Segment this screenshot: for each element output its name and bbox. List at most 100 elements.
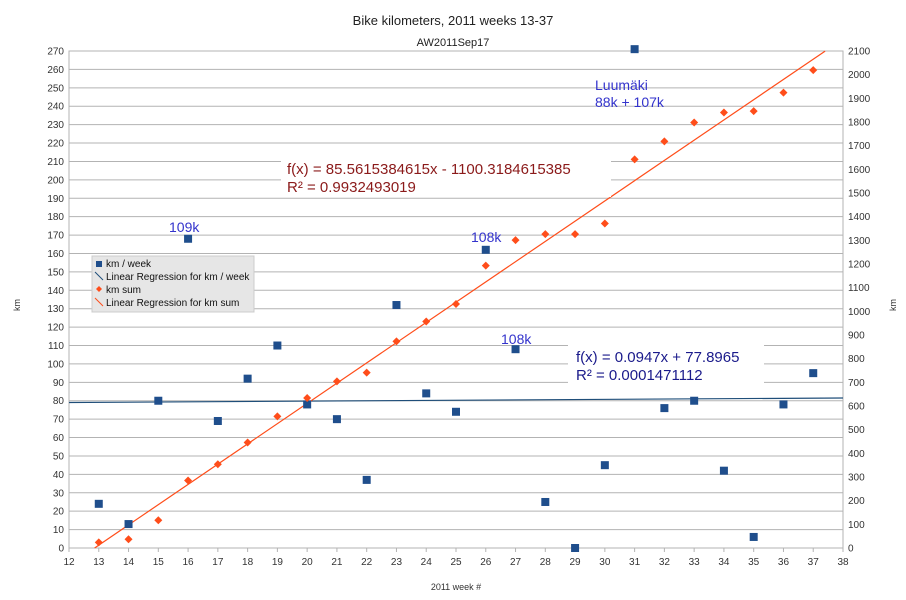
point-km-sum	[273, 412, 282, 421]
x-tick-label: 29	[570, 557, 582, 568]
y-right-tick-label: 1500	[848, 189, 871, 200]
point-km-week	[630, 45, 639, 54]
y-right-tick-label: 700	[848, 378, 865, 389]
point-km-week	[303, 400, 312, 409]
point-km-week	[779, 400, 788, 409]
y-left-tick-label: 220	[47, 139, 64, 150]
point-km-week	[690, 396, 699, 405]
x-tick-label: 27	[510, 557, 522, 568]
legend-label-km-sum: km sum	[106, 285, 141, 296]
chart-title: Bike kilometers, 2011 weeks 13-37	[353, 13, 554, 28]
point-km-sum	[690, 118, 699, 127]
legend-label-km-week-regression: Linear Regression for km / week	[106, 272, 250, 283]
y-right-tick-label: 400	[848, 449, 865, 460]
x-tick-label: 24	[421, 557, 433, 568]
x-tick-label: 35	[748, 557, 760, 568]
week-equation: f(x) = 0.0947x + 77.8965	[576, 349, 739, 366]
week-equation-box	[568, 345, 764, 385]
point-km-sum	[362, 368, 371, 377]
legend: km / week Linear Regression for km / wee…	[91, 255, 255, 313]
point-km-sum	[481, 261, 490, 270]
x-tick-label: 25	[450, 557, 462, 568]
point-km-week	[749, 532, 758, 541]
legend-marker-km-sum-regression	[94, 297, 104, 307]
legend-box	[91, 255, 255, 313]
y-right-tick-label: 1200	[848, 260, 871, 271]
legend-label-km-sum-regression: Linear Regression for km sum	[106, 298, 239, 309]
y-left-tick-label: 140	[47, 286, 64, 297]
point-km-week	[392, 301, 401, 310]
x-tick-label: 28	[540, 557, 552, 568]
x-tick-label: 34	[718, 557, 730, 568]
point-km-week	[184, 234, 193, 243]
point-km-sum	[571, 230, 580, 239]
y-left-tick-label: 150	[47, 267, 64, 278]
y-left-tick-label: 230	[47, 120, 64, 131]
x-tick-label: 16	[183, 557, 195, 568]
x-tick-label: 13	[93, 557, 105, 568]
point-km-week	[660, 404, 669, 413]
point-km-sum	[184, 476, 193, 485]
y-right-tick-label: 800	[848, 354, 865, 365]
y-left-tick-label: 0	[58, 544, 64, 555]
point-km-week	[481, 245, 490, 254]
x-tick-label: 14	[123, 557, 135, 568]
y-left-tick-label: 40	[53, 470, 65, 481]
y-left-tick-label: 170	[47, 231, 64, 242]
x-tick-label: 32	[659, 557, 671, 568]
point-km-sum	[422, 317, 431, 326]
annotation-108k-week27: 108k	[501, 331, 532, 347]
y-right-tick-label: 1900	[848, 94, 871, 105]
y-left-tick-label: 160	[47, 249, 64, 260]
legend-marker-km-week	[96, 261, 102, 267]
y-right-tick-label: 0	[848, 544, 854, 555]
sum-equation-box	[281, 157, 611, 197]
y-left-tick-label: 70	[53, 415, 65, 426]
x-axis-label: 2011 week #	[431, 582, 481, 592]
y-right-tick-labels: 0 100 200 300 400 500 600 700 800 900 1000 1100 1200…	[848, 47, 871, 555]
y-right-tick-label: 1300	[848, 236, 871, 247]
y-left-tick-label: 120	[47, 323, 64, 334]
point-km-sum	[809, 66, 818, 75]
y-left-tick-label: 80	[53, 396, 65, 407]
point-km-week	[362, 475, 371, 484]
point-km-week	[94, 499, 103, 508]
point-km-week	[332, 415, 341, 424]
point-km-week	[124, 520, 133, 529]
plot-area	[68, 50, 844, 549]
annotation-luumaki: Luumäki	[595, 77, 648, 93]
point-km-week	[243, 374, 252, 383]
point-km-sum	[541, 230, 550, 239]
y-left-tick-label: 90	[53, 378, 65, 389]
x-tick-label: 17	[212, 557, 224, 568]
point-km-sum	[719, 108, 728, 117]
point-km-sum	[779, 88, 788, 97]
y-right-tick-label: 1000	[848, 307, 871, 318]
point-km-sum	[392, 337, 401, 346]
y-right-tick-label: 300	[848, 473, 865, 484]
y-right-tick-label: 100	[848, 520, 865, 531]
point-km-week	[213, 416, 222, 425]
point-km-sum	[332, 377, 341, 386]
y-left-tick-labels: 0 10 20 30 40 50 60 70 80 90 100 110 120 130 140 150 160…	[47, 47, 64, 555]
point-km-sum	[660, 137, 669, 146]
y-left-tick-label: 30	[53, 488, 65, 499]
y-left-tick-label: 130	[47, 304, 64, 315]
point-km-sum	[124, 535, 133, 544]
x-tick-label: 21	[331, 557, 343, 568]
x-tick-label: 37	[808, 557, 820, 568]
y-right-axis-label: km	[888, 299, 898, 311]
x-tick-label: 19	[272, 557, 284, 568]
y-left-tick-label: 20	[53, 507, 65, 518]
y-right-tick-label: 1600	[848, 165, 871, 176]
point-km-sum	[630, 155, 639, 164]
point-km-sum	[749, 107, 758, 116]
x-tick-label: 22	[361, 557, 373, 568]
annotation-109k: 109k	[169, 219, 200, 235]
y-left-tick-label: 190	[47, 194, 64, 205]
point-km-sum	[243, 438, 252, 447]
y-left-tick-label: 250	[47, 83, 64, 94]
y-right-tick-label: 1100	[848, 283, 870, 294]
point-km-week	[809, 369, 818, 378]
x-tick-label: 33	[689, 557, 701, 568]
